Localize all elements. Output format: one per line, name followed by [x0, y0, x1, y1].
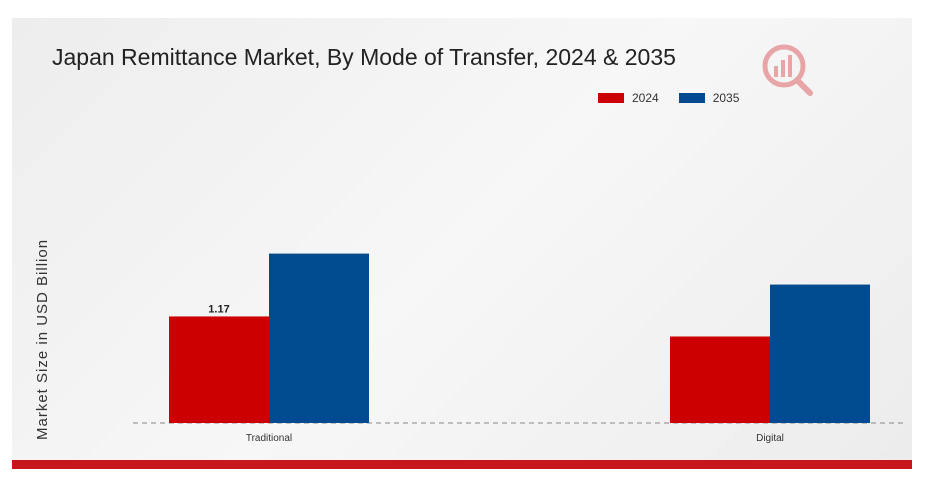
legend: 2024 2035: [598, 91, 759, 105]
x-tick-label-traditional: Traditional: [246, 433, 292, 444]
legend-label-2024: 2024: [632, 91, 659, 105]
bar-digital-2024: [670, 336, 770, 423]
bar-traditional-2035: [269, 253, 369, 423]
legend-item-2035: 2035: [678, 91, 740, 105]
chart-title: Japan Remittance Market, By Mode of Tran…: [52, 44, 676, 70]
x-tick-label-digital: Digital: [756, 433, 784, 444]
legend-swatch-2024: [598, 93, 624, 103]
data-label-traditional-2024: 1.17: [208, 303, 229, 315]
bar-traditional-2024: [169, 316, 269, 423]
magnifier-bar-chart-icon: [762, 44, 813, 96]
accent-bar: [12, 460, 912, 469]
bar-digital-2035: [770, 284, 870, 423]
legend-swatch-2035: [678, 93, 705, 103]
legend-item-2024: 2024: [598, 91, 659, 105]
legend-label-2035: 2035: [712, 91, 740, 105]
